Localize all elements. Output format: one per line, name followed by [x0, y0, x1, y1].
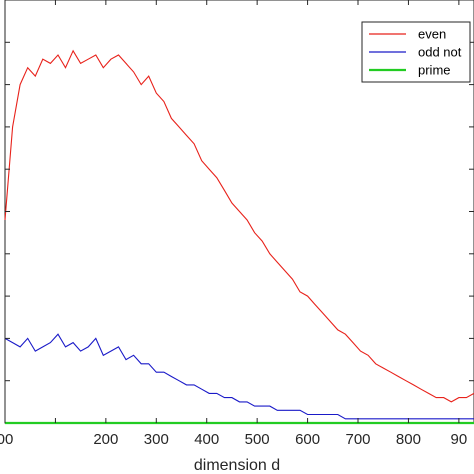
x-tick-label-5: 600	[295, 431, 320, 448]
series-line-odd-not	[4, 333, 474, 420]
legend: even odd not prime	[361, 21, 471, 83]
legend-items: even odd not prime	[369, 27, 462, 78]
series-layer	[4, 49, 474, 425]
x-axis-title: dimension d	[194, 457, 280, 474]
legend-label-prime: prime	[418, 63, 451, 78]
ticks-layer	[4, 0, 474, 423]
series-line-even	[4, 49, 474, 403]
x-tick-label-1: 200	[93, 431, 118, 448]
legend-label-even: even	[418, 27, 446, 42]
x-tick-label-7: 800	[396, 431, 421, 448]
x-tick-label-8: 90	[451, 431, 468, 448]
x-tick-label-2: 300	[144, 431, 169, 448]
x-tick-label-0: 00	[0, 431, 13, 448]
x-tick-label-3: 400	[194, 431, 219, 448]
x-tick-label-6: 700	[345, 431, 370, 448]
x-tick-label-4: 500	[245, 431, 270, 448]
tick-labels: 00 200 300 400 500 600 700 800 90	[0, 431, 467, 448]
legend-label-odd-not: odd not	[418, 45, 462, 60]
